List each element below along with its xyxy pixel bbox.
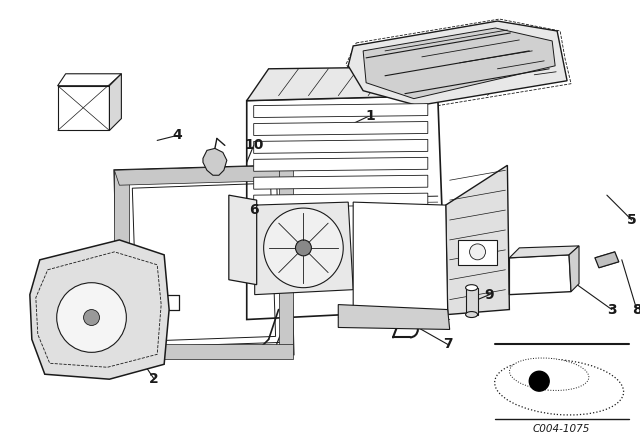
Polygon shape [569,246,579,292]
Polygon shape [278,165,294,354]
Polygon shape [30,240,169,379]
Circle shape [296,240,312,256]
Polygon shape [509,255,571,295]
Text: 1: 1 [365,108,375,123]
Ellipse shape [466,284,477,291]
Polygon shape [445,165,509,314]
Circle shape [84,310,99,326]
Polygon shape [203,148,227,175]
Text: 4: 4 [172,129,182,142]
Text: 8: 8 [632,302,640,317]
Circle shape [529,371,549,391]
Text: 9: 9 [484,288,494,302]
Polygon shape [58,74,122,86]
Polygon shape [115,345,294,359]
Circle shape [57,283,126,352]
Polygon shape [595,252,619,268]
Circle shape [264,208,343,288]
Circle shape [470,244,486,260]
Text: 2: 2 [149,372,159,386]
Polygon shape [58,86,109,130]
Polygon shape [339,305,450,329]
Text: C004-1075: C004-1075 [532,424,590,434]
Text: 6: 6 [249,203,259,217]
Polygon shape [363,28,555,99]
Polygon shape [115,165,294,185]
Text: 3: 3 [607,302,617,317]
Polygon shape [109,74,122,130]
Polygon shape [466,288,477,314]
Ellipse shape [509,358,589,391]
Text: 7: 7 [443,337,452,351]
Text: 5: 5 [627,213,637,227]
Polygon shape [247,96,445,319]
Polygon shape [458,240,497,265]
Polygon shape [253,103,428,117]
Polygon shape [253,175,428,189]
Text: 10: 10 [244,138,264,152]
Polygon shape [509,246,579,258]
Polygon shape [253,157,428,171]
Polygon shape [247,66,508,101]
Polygon shape [253,121,428,135]
Polygon shape [229,195,257,284]
Polygon shape [253,193,428,207]
Ellipse shape [466,311,477,318]
Ellipse shape [495,359,623,415]
Polygon shape [348,21,567,106]
Polygon shape [115,170,129,345]
Polygon shape [253,139,428,153]
Polygon shape [353,202,448,314]
Polygon shape [255,202,353,295]
